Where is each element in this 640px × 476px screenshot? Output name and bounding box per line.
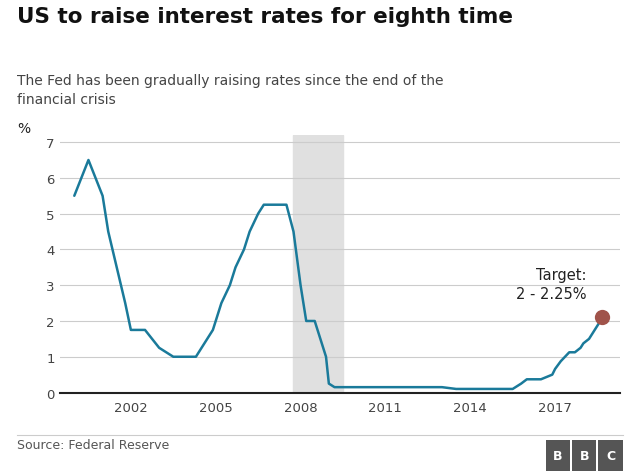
Text: US to raise interest rates for eighth time: US to raise interest rates for eighth ti… [17,7,513,27]
Text: Source: Federal Reserve: Source: Federal Reserve [17,438,170,451]
Text: The Fed has been gradually raising rates since the end of the
financial crisis: The Fed has been gradually raising rates… [17,74,444,107]
Bar [294,136,343,393]
Text: B: B [580,449,589,462]
Text: B: B [554,449,563,462]
Text: %: % [17,122,31,136]
Text: C: C [606,449,615,462]
Text: Target:
2 - 2.25%: Target: 2 - 2.25% [516,268,586,301]
